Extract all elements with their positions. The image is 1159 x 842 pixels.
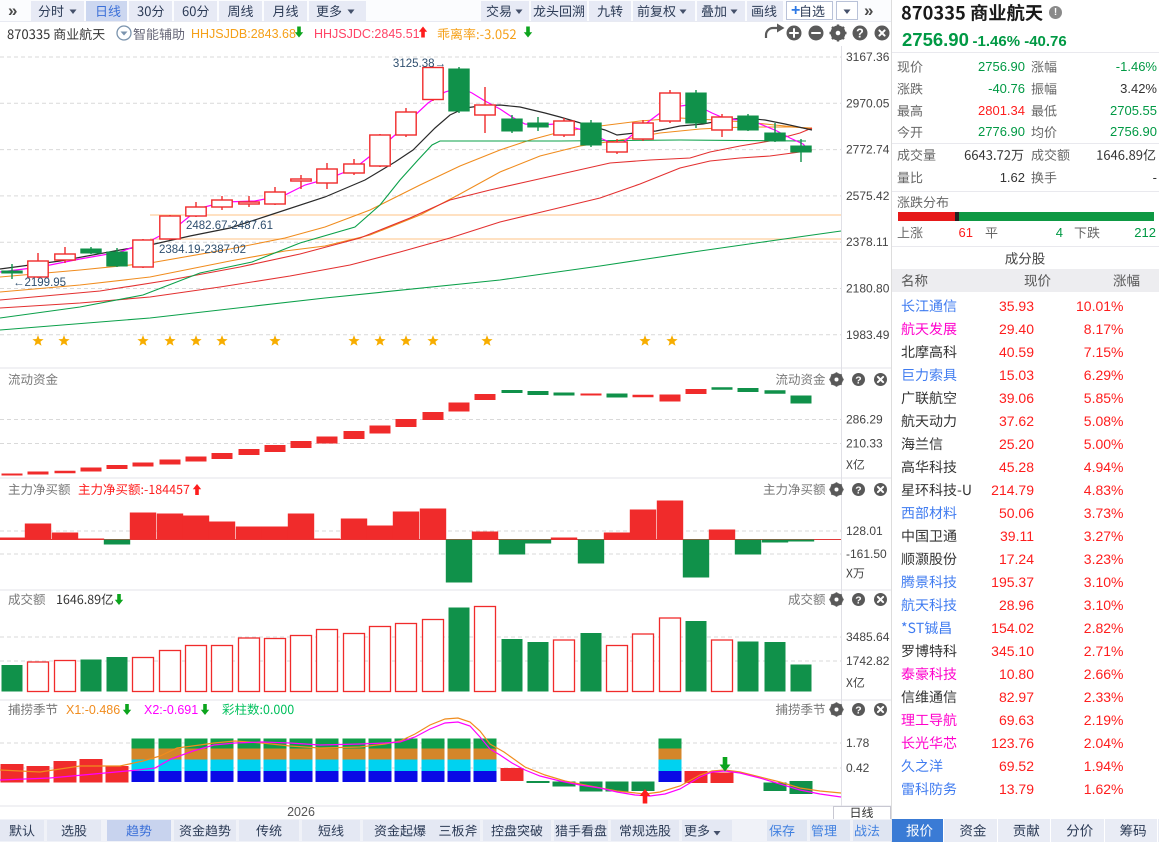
svg-text:←2199.95: ←2199.95 xyxy=(13,277,66,289)
svg-text:?: ? xyxy=(855,594,861,606)
svg-text:-161.50: -161.50 xyxy=(846,547,887,561)
svg-text:128.01: 128.01 xyxy=(846,524,883,538)
svg-text:0.42: 0.42 xyxy=(846,761,870,775)
svg-text:1742.82: 1742.82 xyxy=(846,654,890,668)
svg-text:3485.64: 3485.64 xyxy=(846,630,890,644)
svg-text:2378.11: 2378.11 xyxy=(846,235,889,249)
svg-text:2575.42: 2575.42 xyxy=(846,189,890,203)
svg-text:2026: 2026 xyxy=(287,805,315,819)
svg-text:?: ? xyxy=(855,704,861,716)
svg-text:1983.49: 1983.49 xyxy=(846,328,890,342)
svg-text:3125.38→: 3125.38→ xyxy=(393,58,446,70)
svg-text:?: ? xyxy=(855,374,861,386)
svg-text:2482.67-2487.61: 2482.67-2487.61 xyxy=(186,220,273,232)
svg-text:X2:-0.691: X2:-0.691 xyxy=(144,703,198,717)
svg-text:210.33: 210.33 xyxy=(846,437,883,451)
svg-text:?: ? xyxy=(855,484,861,496)
svg-text:2384.19-2387.02: 2384.19-2387.02 xyxy=(159,244,246,256)
svg-text:286.29: 286.29 xyxy=(846,413,883,427)
svg-text:2772.74: 2772.74 xyxy=(846,143,890,157)
svg-text:X1:-0.486: X1:-0.486 xyxy=(66,703,120,717)
svg-text:3167.36: 3167.36 xyxy=(846,50,890,64)
svg-text:?: ? xyxy=(856,27,864,41)
svg-text:1.78: 1.78 xyxy=(846,736,870,750)
svg-text:2970.05: 2970.05 xyxy=(846,96,890,110)
svg-text:2180.80: 2180.80 xyxy=(846,282,890,296)
